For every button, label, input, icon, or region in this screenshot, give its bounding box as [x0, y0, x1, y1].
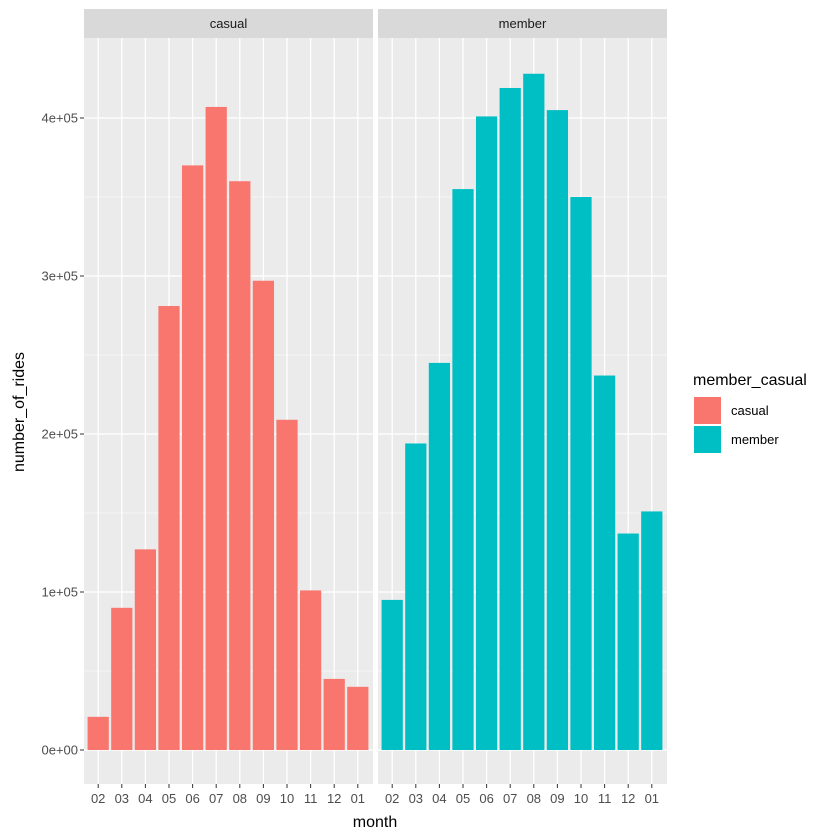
panel-casual: casual 02 03 04 05 06 07 08 09 10 11 12 01	[84, 9, 373, 806]
bar-member-10	[570, 197, 592, 750]
bar-member-08	[523, 73, 545, 750]
facet-strip-casual	[84, 9, 373, 38]
y-tick-label: 2e+05	[41, 427, 78, 442]
bar-member-09	[546, 110, 569, 751]
x-tick-label: 03	[115, 791, 129, 806]
bar-casual-04	[134, 549, 157, 750]
x-tick-label: 12	[621, 791, 635, 806]
facet-strip-member	[378, 9, 667, 38]
x-tick-label: 12	[327, 791, 341, 806]
bar-member-04	[428, 362, 451, 750]
x-tick-label: 01	[351, 791, 365, 806]
facet-strip-label: casual	[210, 16, 248, 31]
bar-member-12	[617, 533, 639, 750]
x-tick-label: 04	[432, 791, 446, 806]
x-tick-label: 11	[304, 791, 318, 806]
legend-key-member	[694, 426, 721, 453]
bar-casual-12	[323, 678, 345, 750]
x-tick-label: 09	[550, 791, 564, 806]
y-tick-label: 1e+05	[41, 585, 78, 600]
bar-member-01	[641, 511, 663, 750]
y-tick-label: 3e+05	[41, 269, 78, 284]
bar-casual-07	[205, 106, 227, 750]
legend-label: casual	[731, 403, 769, 418]
bar-casual-09	[252, 280, 275, 750]
x-tick-label: 09	[256, 791, 270, 806]
legend: member_casual casual member	[693, 372, 807, 453]
y-axis: 0e+00 1e+05 2e+05 3e+05 4e+05	[41, 111, 84, 758]
legend-key-casual	[694, 397, 721, 424]
panel-member: member 02 03 04 05 06 07 08 09 10 11 12 01	[378, 9, 667, 806]
bar-member-05	[452, 189, 474, 751]
bar-casual-06	[181, 165, 204, 750]
y-tick-label: 0e+00	[41, 743, 78, 758]
x-tick-label: 07	[209, 791, 223, 806]
bar-member-07	[499, 87, 521, 751]
bar-member-02	[381, 599, 403, 750]
bar-member-03	[405, 443, 427, 750]
bar-casual-05	[158, 306, 180, 750]
facet-strip-label: member	[499, 16, 547, 31]
panels-layer: casual 02 03 04 05 06 07 08 09 10 11 12 01 member 02 03…	[84, 9, 667, 806]
bar-member-06	[475, 116, 498, 751]
x-tick-label: 04	[138, 791, 152, 806]
bar-casual-02	[87, 716, 109, 750]
legend-keys: casual member	[694, 397, 779, 453]
x-tick-label: 05	[456, 791, 470, 806]
x-tick-label: 11	[598, 791, 612, 806]
y-tick-label: 4e+05	[41, 111, 78, 126]
bar-casual-08	[229, 181, 251, 750]
bar-casual-11	[299, 590, 322, 750]
legend-title: member_casual	[693, 372, 807, 389]
bar-casual-01	[347, 686, 369, 750]
x-tick-label: 07	[503, 791, 517, 806]
x-tick-label: 08	[233, 791, 247, 806]
x-tick-label: 06	[185, 791, 199, 806]
x-tick-label: 06	[479, 791, 493, 806]
bar-casual-10	[276, 419, 298, 750]
y-axis-title: number_of_rides	[11, 352, 28, 472]
x-tick-label: 05	[162, 791, 176, 806]
x-tick-label: 02	[385, 791, 399, 806]
x-axis-title: month	[353, 814, 397, 831]
bar-member-11	[593, 375, 616, 750]
bar-casual-03	[111, 607, 133, 750]
x-tick-label: 01	[645, 791, 659, 806]
x-tick-label: 08	[527, 791, 541, 806]
x-tick-label: 10	[280, 791, 294, 806]
x-tick-label: 02	[91, 791, 105, 806]
x-tick-label: 10	[574, 791, 588, 806]
legend-label: member	[731, 432, 779, 447]
x-tick-label: 03	[409, 791, 423, 806]
